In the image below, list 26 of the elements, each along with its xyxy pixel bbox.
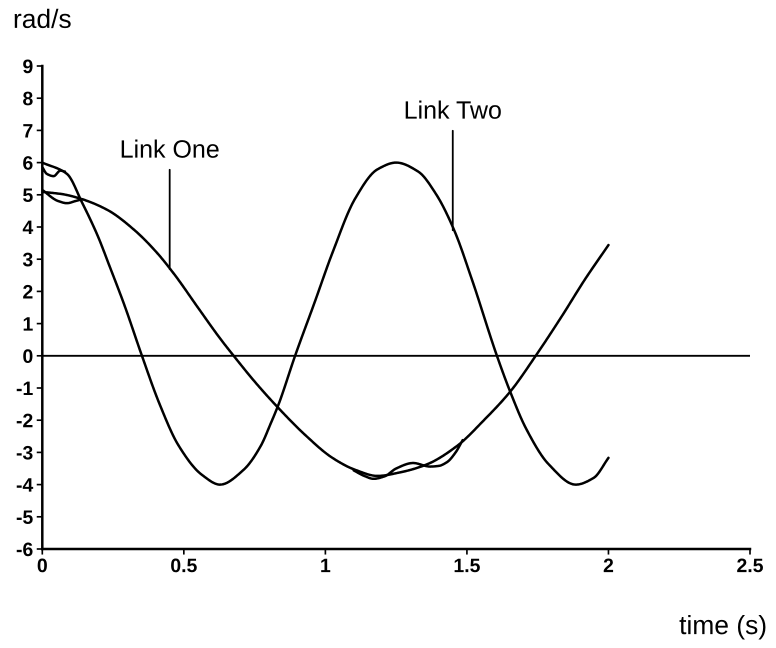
y-tick-label: -4 [16, 478, 34, 492]
y-tick-label: 6 [23, 156, 33, 170]
y-tick-label: 0 [23, 349, 32, 364]
y-tick-label: -3 [16, 446, 33, 460]
x-tick-label: 1 [321, 558, 330, 572]
y-tick-label: 8 [23, 92, 33, 106]
x-tick-label: 2 [604, 558, 614, 572]
y-tick-label: -2 [16, 414, 32, 428]
y-tick-label: -5 [16, 510, 33, 524]
y-tick-label: 1 [24, 317, 33, 331]
annotation: Link One [122, 139, 219, 158]
x-tick-label: 1.5 [454, 558, 480, 572]
y-tick-label: 9 [23, 59, 33, 74]
y-tick-label: 7 [23, 124, 32, 138]
y-tick-label: 4 [22, 220, 34, 234]
y-axis-title: rad/s [14, 8, 71, 28]
annotation: Link Two [406, 100, 501, 119]
x-tick-label: 0 [38, 558, 47, 572]
x-tick-label: 0.5 [171, 558, 197, 572]
y-tick-label: 2 [23, 284, 32, 298]
x-axis-title: time (s) [680, 614, 766, 640]
y-tick-label: 5 [23, 188, 33, 202]
y-tick-label: -6 [16, 542, 33, 556]
y-tick-label: 3 [22, 252, 33, 266]
y-tick-label: -1 [16, 382, 33, 396]
x-tick-label: 2.5 [737, 558, 763, 572]
